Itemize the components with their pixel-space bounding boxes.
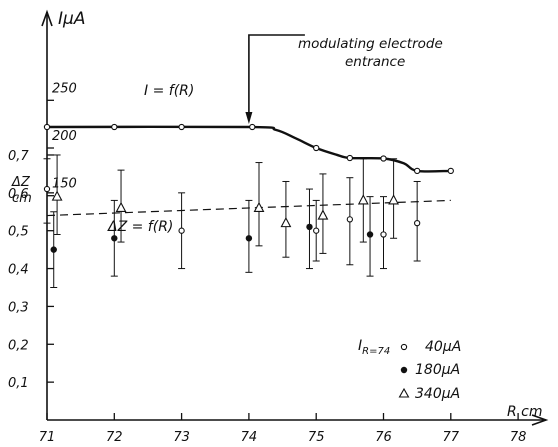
legend: IR=74 40μA 180μA 340μA [358,338,461,402]
data-point-40uA [178,227,185,234]
legend-marker-triangle [398,387,410,398]
current-data-point [346,154,353,162]
x-tick-label: 73 [173,430,190,445]
dz-tick-label: 0,1 [8,376,29,391]
x-tick-label: 71 [39,430,56,445]
x-tick-label: 72 [106,430,123,445]
current-data-point [380,155,387,162]
dz-curve-label: ΔZ = f(R) [107,219,173,235]
data-point-180uA [111,235,118,242]
legend-marker-open-circle [400,343,408,351]
data-point-340uA [357,194,369,205]
current-data-point [111,123,118,131]
y-axis-arrow [41,9,53,27]
data-point-180uA [366,231,374,238]
dz-tick-label: 0,6 [8,187,29,202]
electrode-arrow-head [245,112,253,125]
x-axis-label: R cm [507,404,543,420]
x-tick-label: 76 [375,430,392,445]
data-point-40uA [413,219,421,227]
current-axis-label: IμA [58,9,85,29]
current-data-point [313,144,320,152]
data-point-40uA [346,216,353,223]
current-data-point [178,123,185,131]
data-point-340uA [253,201,265,213]
legend-entry-340: 340μA [415,386,460,402]
legend-entry-40: 40μA [425,339,461,355]
legend-title-symbol: I [358,338,362,354]
x-tick-label: 75 [308,430,325,445]
dz-axis-label-line1: ΔZ [11,175,31,190]
data-point-340uA [317,209,329,220]
current-tick-label: 150 [52,177,77,192]
current-curve-line [46,125,451,173]
data-point-40uA [43,185,51,193]
data-point-340uA [280,216,292,228]
data-point-40uA [313,227,320,234]
data-point-180uA [245,235,253,242]
data-point-340uA [388,194,400,205]
arrow-annotation-line2: entrance [345,54,405,70]
arrow-annotation-line1: modulating electrode [298,36,443,52]
current-curve-label: I = f(R) [144,83,194,99]
x-tick-label: 74 [241,430,258,445]
dz-tick-label: 0,2 [8,338,29,353]
dz-tick-label: 0,3 [8,300,29,315]
data-point-180uA [306,223,313,231]
x-tick-label: 78 [510,430,527,445]
data-point-340uA [51,190,63,201]
current-tick-label: 200 [52,129,77,144]
current-data-point [447,167,454,175]
legend-entry-180: 180μA [415,362,460,378]
current-data-point [43,123,51,131]
data-point-40uA [380,231,387,238]
data-point-180uA [50,246,57,253]
current-data-point [249,123,256,131]
dz-tick-label: 0,4 [8,263,29,278]
x-tick-label: 77 [443,430,460,445]
dz-tick-label: 0,5 [8,225,29,240]
dz-tick-label: 0,7 [8,149,29,164]
data-point-340uA [115,201,127,213]
current-tick-label: 250 [52,81,77,96]
legend-marker-filled-circle [400,366,408,374]
electrode-arrow-line [248,34,305,114]
x-axis-arrow [531,414,549,426]
legend-title: IR=74 [358,338,390,357]
legend-title-subscript: R=74 [362,346,390,357]
dz-axis-label-line2: cm [12,191,32,206]
current-data-point [413,167,421,175]
